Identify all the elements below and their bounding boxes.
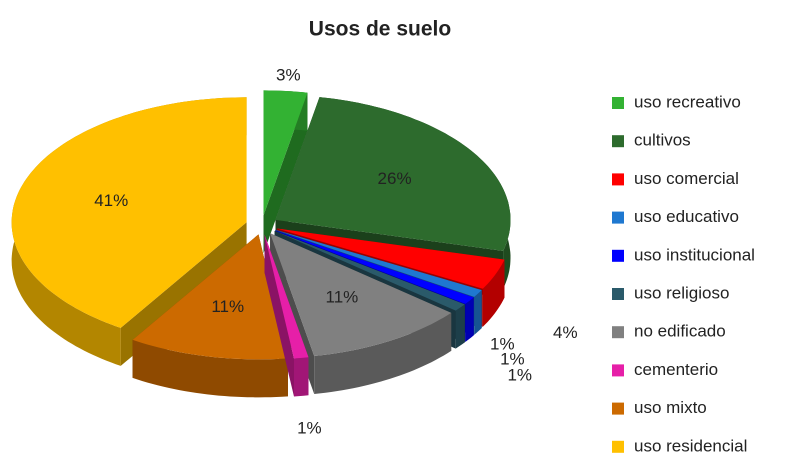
data-label: 4% bbox=[553, 323, 578, 342]
slice bbox=[275, 229, 482, 297]
slice bbox=[275, 230, 474, 304]
slice-side bbox=[465, 297, 474, 342]
data-label: 3% bbox=[276, 66, 301, 85]
legend-swatch bbox=[612, 97, 624, 109]
legend-swatch bbox=[612, 440, 624, 453]
slice bbox=[263, 90, 308, 216]
legend-swatch bbox=[612, 326, 624, 339]
slice bbox=[264, 234, 309, 397]
data-label: 1% bbox=[500, 350, 525, 369]
slice-side bbox=[455, 304, 465, 349]
slice bbox=[275, 97, 511, 251]
legend-swatch bbox=[612, 288, 624, 300]
legend-label: cementerio bbox=[634, 360, 718, 379]
legend-swatch bbox=[612, 211, 624, 224]
data-label: 11% bbox=[211, 297, 244, 316]
slice bbox=[270, 233, 452, 356]
data-label: 11% bbox=[326, 287, 359, 306]
slice-side bbox=[263, 92, 308, 254]
data-label: 41% bbox=[94, 191, 128, 210]
legend-label: uso mixto bbox=[634, 398, 707, 417]
chart-title: Usos de suelo bbox=[309, 18, 451, 41]
legend-swatch bbox=[612, 173, 624, 186]
legend-label: uso recreativo bbox=[634, 92, 741, 111]
legend-label: uso comercial bbox=[634, 169, 739, 188]
slice-side bbox=[132, 339, 288, 398]
slice-side bbox=[264, 234, 294, 397]
slice bbox=[264, 234, 309, 359]
data-label: 26% bbox=[378, 169, 412, 188]
slice-side bbox=[294, 357, 309, 397]
slice bbox=[132, 234, 288, 360]
data-label: 1% bbox=[490, 335, 515, 354]
data-label: 1% bbox=[507, 365, 532, 384]
legend-swatch bbox=[612, 249, 624, 262]
data-label: 1% bbox=[297, 419, 322, 438]
legend-label: uso educativo bbox=[634, 207, 739, 226]
slice-side bbox=[314, 312, 452, 394]
legend-swatch bbox=[612, 402, 624, 415]
legend-swatch bbox=[612, 135, 624, 148]
slice bbox=[276, 228, 505, 289]
legend-label: uso residencial bbox=[634, 436, 747, 455]
slice-side bbox=[474, 290, 482, 335]
slice-side bbox=[482, 259, 505, 327]
legend-label: no edificado bbox=[634, 322, 726, 341]
slice bbox=[274, 230, 465, 311]
legend-label: uso religioso bbox=[634, 283, 729, 302]
pie bbox=[11, 90, 511, 398]
legend-label: uso institucional bbox=[634, 245, 755, 264]
legend-swatch bbox=[612, 364, 624, 377]
legend-label: cultivos bbox=[634, 131, 691, 150]
slice bbox=[11, 97, 247, 328]
slice bbox=[263, 90, 308, 254]
